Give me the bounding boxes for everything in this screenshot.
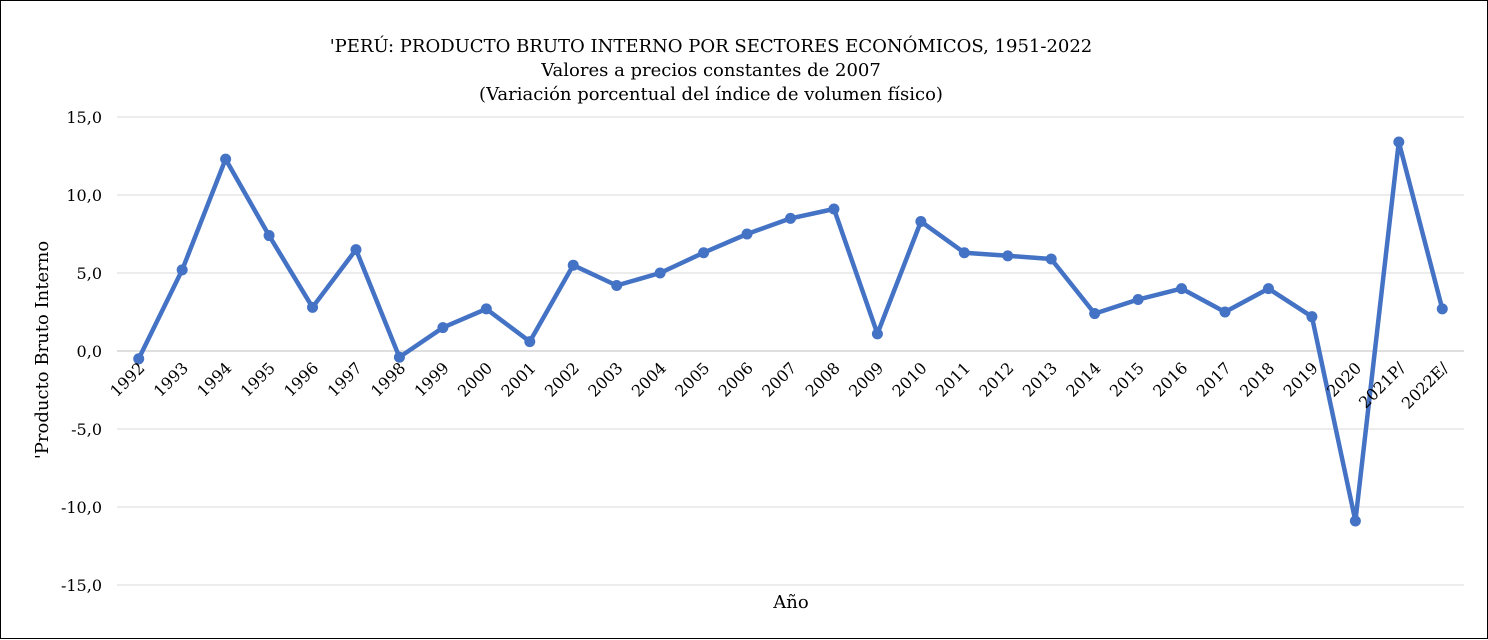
data-point <box>307 301 319 313</box>
x-tick-label: 2006 <box>715 358 757 400</box>
chart-title: 'PERÚ: PRODUCTO BRUTO INTERNO POR SECTOR… <box>330 34 1093 57</box>
x-tick-label: 2011 <box>932 358 974 400</box>
y-tick-label: 15,0 <box>66 108 102 127</box>
data-point <box>1219 306 1231 318</box>
data-point <box>176 264 188 276</box>
data-point <box>1002 250 1014 262</box>
data-point <box>1436 303 1448 315</box>
gridlines <box>117 116 1464 586</box>
data-point <box>1132 294 1144 306</box>
x-tick-label: 2016 <box>1149 358 1191 400</box>
data-point <box>480 303 492 315</box>
x-tick-label: 2015 <box>1106 358 1148 400</box>
data-point <box>524 336 536 348</box>
data-point <box>1262 283 1274 295</box>
series-layer <box>133 136 1448 527</box>
x-tick-label: 2022E/ <box>1398 358 1453 413</box>
x-tick-labels: 1992 1993 1994 1995 1996 1997 1998 1999 2000 2001… <box>106 358 1452 413</box>
data-point <box>698 247 710 259</box>
x-tick-label: 1997 <box>324 358 366 400</box>
data-point <box>785 212 796 224</box>
data-point <box>958 247 970 259</box>
x-tick-label: 2004 <box>628 358 670 400</box>
data-point <box>1176 283 1188 295</box>
y-tick-label: 5,0 <box>77 264 102 283</box>
data-point <box>567 259 579 271</box>
x-tick-label: 2010 <box>888 358 930 400</box>
data-point <box>654 267 666 279</box>
x-tick-label: 2005 <box>671 358 713 400</box>
y-tick-label: 0,0 <box>77 342 102 361</box>
data-point <box>871 328 883 340</box>
data-point <box>393 351 405 363</box>
x-tick-label: 2008 <box>802 358 844 400</box>
data-point <box>828 203 840 215</box>
data-point <box>611 279 623 291</box>
x-tick-label: 2013 <box>1019 358 1061 400</box>
chart-subtitle-1: Valores a precios constantes de 2007 <box>540 60 881 81</box>
x-tick-label: 2017 <box>1193 358 1235 400</box>
data-point <box>350 244 362 256</box>
data-point <box>1306 311 1318 323</box>
x-tick-label: 1996 <box>280 358 322 400</box>
data-point <box>437 322 449 334</box>
x-tick-label: 1992 <box>106 358 148 400</box>
data-point <box>133 353 145 365</box>
data-point <box>915 216 927 228</box>
y-tick-label: 10,0 <box>66 186 102 205</box>
x-tick-label: 2018 <box>1236 358 1278 400</box>
x-tick-label: 1993 <box>150 358 192 400</box>
x-tick-label: 1994 <box>193 358 235 400</box>
x-tick-label: 2021P/ <box>1355 358 1409 412</box>
x-tick-label: 2012 <box>975 358 1017 400</box>
y-tick-label: -10,0 <box>61 498 102 517</box>
chart-subtitle-2: (Variación porcentual del índice de volu… <box>479 84 943 105</box>
data-point <box>1089 308 1101 320</box>
y-tick-label: -15,0 <box>61 576 102 595</box>
x-tick-label: 1995 <box>237 358 279 400</box>
x-tick-label: 1998 <box>367 358 409 400</box>
x-axis-title: Año <box>772 592 808 613</box>
x-tick-label: 2009 <box>845 358 887 400</box>
x-tick-label: 1999 <box>410 358 452 400</box>
data-point <box>1045 253 1057 265</box>
x-tick-label: 2001 <box>497 358 539 400</box>
x-tick-label: 2014 <box>1062 358 1104 400</box>
x-tick-label: 2019 <box>1280 358 1322 400</box>
x-tick-label: 2003 <box>584 358 626 400</box>
x-tick-label: 2007 <box>758 358 800 400</box>
y-tick-labels: 15,0 10,0 5,0 0,0 -5,0 -10,0 -15,0 <box>61 108 102 595</box>
y-tick-label: -5,0 <box>71 420 102 439</box>
y-axis-title: 'Producto Bruto Interno <box>32 241 53 459</box>
data-point <box>1349 515 1361 527</box>
x-tick-label: 2002 <box>541 358 583 400</box>
data-point <box>220 153 232 165</box>
x-tick-label: 2000 <box>454 358 496 400</box>
data-point <box>741 228 753 240</box>
series-line <box>136 139 1445 524</box>
data-point <box>1393 136 1405 148</box>
data-point <box>263 230 275 242</box>
